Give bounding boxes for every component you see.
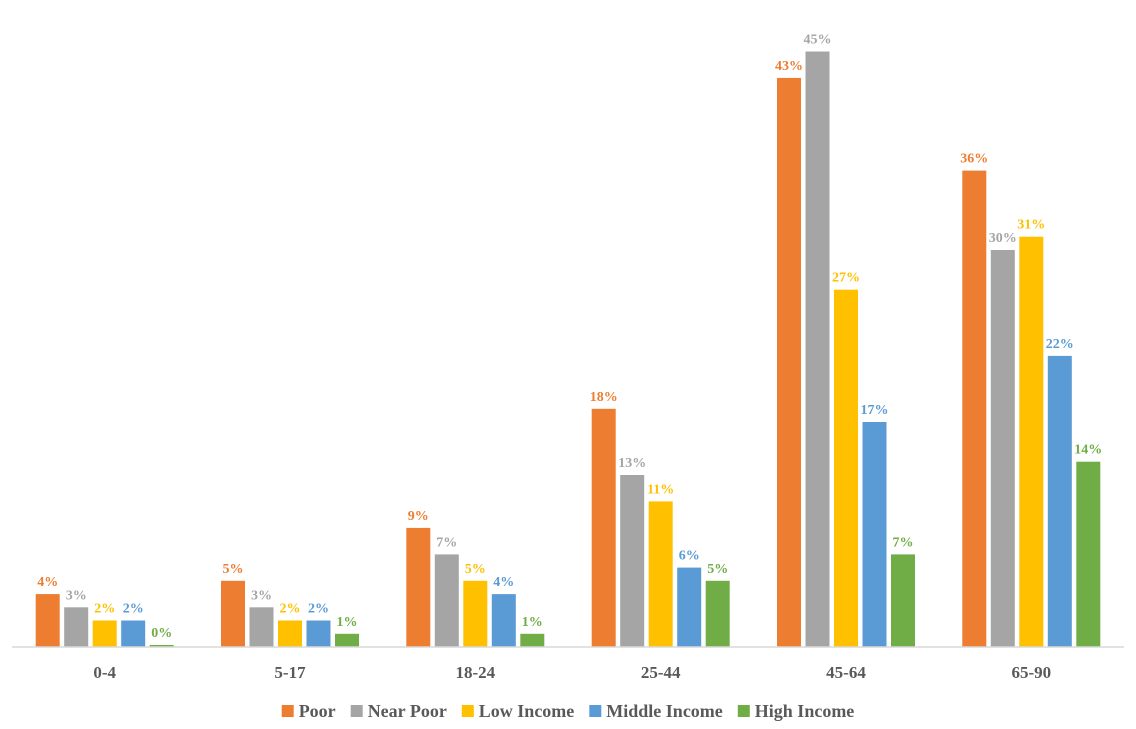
data-label: 36%: [960, 152, 988, 167]
bar: [677, 567, 702, 647]
data-label: 43%: [775, 59, 803, 74]
bar: [990, 250, 1015, 647]
data-label: 13%: [618, 456, 646, 471]
data-label: 2%: [123, 602, 144, 617]
bar: [962, 170, 987, 647]
data-label: 4%: [493, 575, 514, 590]
category-tick-label: 45-64: [826, 663, 866, 682]
bar: [149, 645, 174, 647]
legend-swatch: [737, 705, 750, 717]
legend-swatch: [281, 705, 294, 717]
bars-group: [35, 51, 1101, 647]
data-label: 18%: [590, 390, 618, 405]
bar: [249, 607, 274, 647]
legend: Poor Near Poor Low Income Middle Income High…: [281, 701, 855, 721]
bar: [278, 620, 302, 647]
bar: [620, 475, 645, 647]
category-tick-label: 65-90: [1011, 663, 1051, 682]
legend-swatch: [589, 705, 602, 717]
data-label: 7%: [436, 535, 457, 550]
bar: [1047, 355, 1072, 647]
bar: [834, 289, 858, 647]
legend-label: Near Poor: [368, 701, 447, 721]
data-label: 31%: [1017, 218, 1045, 233]
data-label: 5%: [223, 562, 244, 577]
bar: [221, 580, 245, 647]
data-label: 11%: [647, 482, 674, 497]
bar: [491, 594, 516, 647]
data-label: 9%: [408, 509, 429, 524]
bar: [463, 580, 488, 647]
data-label: 27%: [832, 271, 860, 286]
data-label: 1%: [337, 615, 358, 630]
legend-label: Poor: [299, 701, 336, 721]
data-label: 6%: [679, 549, 700, 564]
category-tick-label: 18-24: [455, 663, 495, 682]
data-label: 3%: [251, 588, 272, 603]
category-tick-label: 5-17: [274, 663, 306, 682]
data-label: 17%: [861, 403, 889, 418]
bar: [705, 580, 730, 647]
category-tick-label: 25-44: [641, 663, 681, 682]
bar: [406, 527, 431, 647]
category-labels-group: 0-4 5-17 18-24 25-44 45-64 65-90: [93, 663, 1051, 682]
bar: [591, 408, 616, 647]
data-label: 7%: [893, 535, 914, 550]
data-label: 0%: [151, 626, 172, 641]
bar: [335, 633, 359, 647]
bar: [777, 77, 801, 647]
bar: [35, 594, 60, 647]
data-label: 2%: [280, 602, 301, 617]
legend-label: High Income: [755, 701, 855, 721]
bar: [306, 620, 331, 647]
legend-label: Low Income: [479, 701, 575, 721]
legend-swatch: [350, 705, 363, 717]
bar: [92, 620, 117, 647]
bar: [648, 501, 673, 647]
bar: [1076, 461, 1101, 647]
data-label: 14%: [1074, 443, 1102, 458]
bar: [434, 554, 459, 647]
bar: [805, 51, 830, 647]
data-label: 45%: [804, 33, 832, 48]
bar: [520, 633, 545, 647]
data-label: 1%: [522, 615, 543, 630]
bar: [891, 554, 915, 647]
bar: [1019, 236, 1044, 647]
legend-label: Middle Income: [606, 701, 723, 721]
bar: [121, 620, 146, 647]
data-label: 5%: [707, 562, 728, 577]
data-label: 30%: [989, 231, 1017, 246]
value-labels-group: 4% 3% 2% 2% 0% 5% 3% 2% 2% 1% 9% 7% 5% 4% 1% 18% 13%11% 6…: [37, 33, 1102, 642]
data-label: 22%: [1046, 337, 1074, 352]
bar: [64, 607, 89, 647]
data-label: 4%: [37, 575, 58, 590]
data-label: 5%: [465, 562, 486, 577]
legend-swatch: [461, 705, 474, 717]
category-tick-label: 0-4: [93, 663, 116, 682]
data-label: 3%: [66, 588, 87, 603]
data-label: 2%: [308, 602, 329, 617]
data-label: 2%: [94, 602, 115, 617]
bar: [862, 422, 887, 647]
